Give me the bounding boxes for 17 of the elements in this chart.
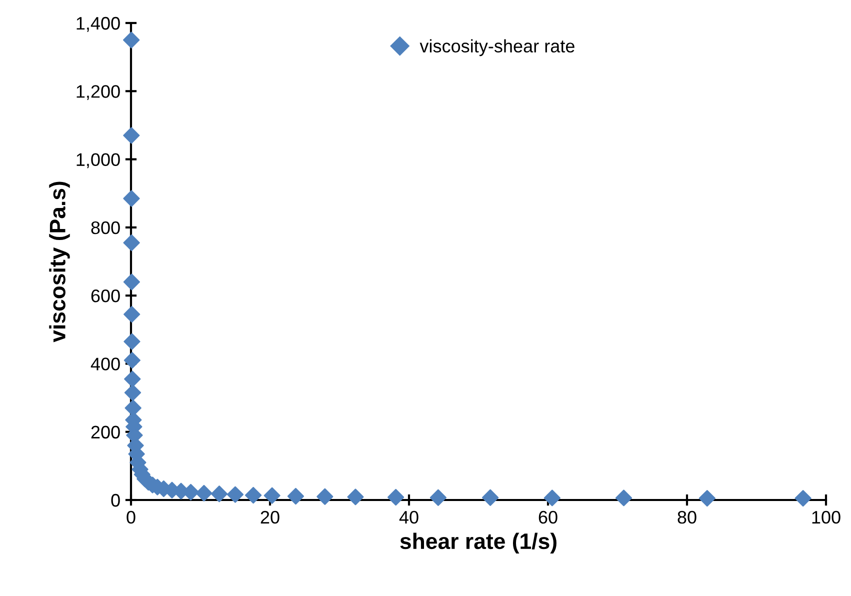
x-tick-label: 40 (399, 510, 418, 524)
x-axis-title: shear rate (1/s) (400, 532, 556, 554)
x-tick-label: 0 (126, 510, 136, 524)
x-tick-label: 60 (538, 510, 558, 524)
y-tick-label: 1,200 (76, 85, 120, 100)
legend-label: viscosity-shear rate (420, 39, 574, 56)
y-tick-label: 1,400 (76, 16, 120, 32)
y-tick-label: 400 (90, 358, 120, 370)
x-tick-label: 20 (260, 510, 280, 524)
y-axis-title: viscosity (Pa.s) (49, 182, 70, 342)
x-tick-label: 100 (812, 510, 840, 524)
x-tick-label: 80 (678, 510, 696, 524)
y-tick-label: 0 (111, 494, 120, 507)
y-tick-label: 600 (91, 290, 120, 302)
y-tick-label: 800 (91, 221, 120, 234)
y-tick-label: 1,000 (76, 153, 120, 168)
y-tick-label: 200 (91, 426, 120, 439)
